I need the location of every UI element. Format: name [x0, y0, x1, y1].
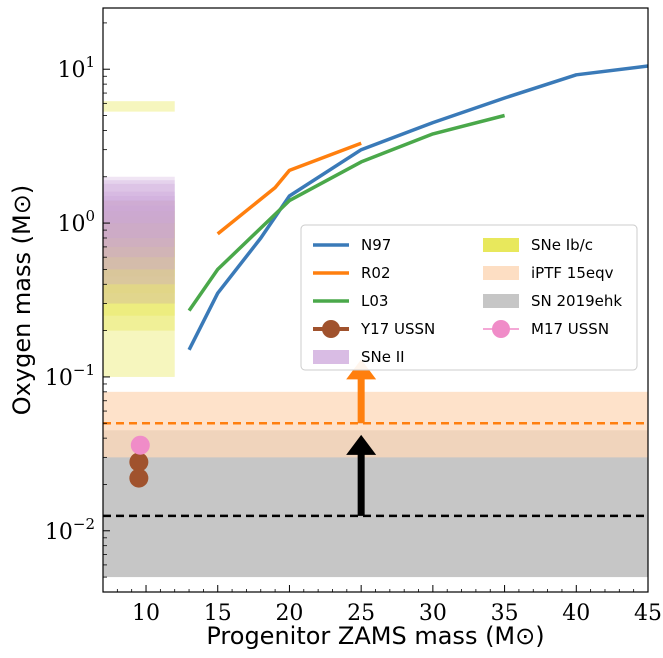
legend-patch-swatch — [483, 266, 519, 280]
sne-ibc-band — [103, 216, 175, 316]
x-tick-label: 20 — [275, 601, 303, 626]
y-tick-label: 101 — [57, 53, 95, 83]
x-tick-label: 15 — [204, 601, 232, 626]
legend-entry-label: N97 — [361, 236, 391, 254]
sne-ibc-band — [103, 210, 175, 331]
point-m17-ussn — [130, 435, 150, 455]
sne-ibc-band — [103, 223, 175, 258]
x-tick-label: 40 — [562, 601, 590, 626]
bands-layer — [103, 101, 648, 578]
legend-patch-swatch — [483, 294, 519, 308]
lines-layer — [187, 64, 649, 351]
ticks-layer: 10 15 20 25 30 35 40 45 10−2 10−1 100 101 — [45, 22, 662, 626]
y-tick-label: 10−2 — [45, 515, 95, 545]
legend-marker-swatch — [492, 320, 510, 338]
sne-ibc-band — [103, 237, 175, 277]
legend-entry-label: M17 USSN — [531, 320, 609, 338]
series-n97 — [187, 64, 649, 351]
sne-ii-band — [103, 195, 175, 224]
x-tick-label: 30 — [419, 601, 447, 626]
sne-ibc-band — [103, 223, 175, 304]
sne-ii-band — [103, 191, 175, 238]
markers-layer — [129, 435, 150, 488]
legend-entry-label: SNe II — [361, 348, 405, 366]
y-axis-label: Oxygen mass (M⊙) — [8, 185, 36, 415]
series-r02 — [216, 141, 362, 236]
legend-entry-label: SN 2019ehk — [531, 292, 622, 310]
x-axis-label: Progenitor ZAMS mass (M⊙) — [206, 622, 544, 650]
legend-patch-swatch — [313, 350, 349, 364]
sne-ibc-band — [103, 101, 175, 112]
legend-entry-label: L03 — [361, 292, 388, 310]
legend: N97 R02 L03 Y17 USSN SNe II SNe Ib/c iPTF 15eq… — [300, 224, 638, 371]
sne-ii-band — [103, 200, 175, 270]
legend-entry-label: Y17 USSN — [360, 320, 435, 338]
sne-ii-band — [103, 180, 175, 285]
point-y17-ussn — [129, 468, 149, 488]
legend-box — [300, 224, 638, 371]
point-y17-ussn — [129, 452, 149, 472]
x-tick-label: 25 — [347, 601, 375, 626]
sne-ibc-band — [103, 200, 175, 377]
x-tick-label: 45 — [634, 601, 662, 626]
x-tick-label: 10 — [132, 601, 160, 626]
legend-patch-swatch — [483, 238, 519, 252]
y-tick-label: 10−1 — [45, 361, 95, 391]
sne-ii-band — [103, 205, 175, 247]
sne-ibc-band — [103, 230, 175, 294]
legend-marker-swatch — [322, 320, 340, 338]
x-tick-label: 35 — [491, 601, 519, 626]
sne-ibc-band — [103, 246, 175, 264]
band-iptf15eqv — [103, 391, 648, 458]
legend-entry-label: SNe Ib/c — [531, 236, 593, 254]
arrows-layer — [346, 359, 377, 516]
sne-ii-band — [103, 176, 175, 304]
legend-entry-label: R02 — [361, 264, 391, 282]
arrow-head-1 — [346, 434, 377, 455]
series-l03 — [187, 113, 506, 312]
legend-entry-label: iPTF 15eqv — [531, 264, 614, 282]
y-tick-label: 100 — [57, 207, 95, 237]
sne-ii-band — [103, 183, 175, 258]
